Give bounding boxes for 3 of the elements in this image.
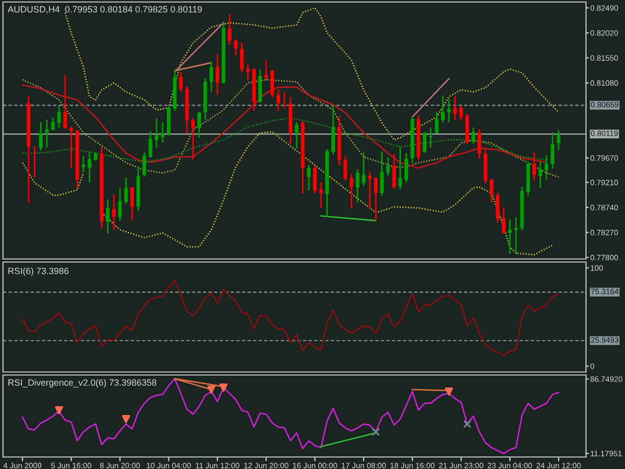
chart-title: AUDUSD,H4 0.79953 0.80184 0.79825 0.80119 xyxy=(8,6,202,14)
chart-title: RSI_Divergence_v2.0(6) 73.3986358 xyxy=(8,379,156,388)
text: RSI(6) 73.3986 xyxy=(8,268,68,276)
